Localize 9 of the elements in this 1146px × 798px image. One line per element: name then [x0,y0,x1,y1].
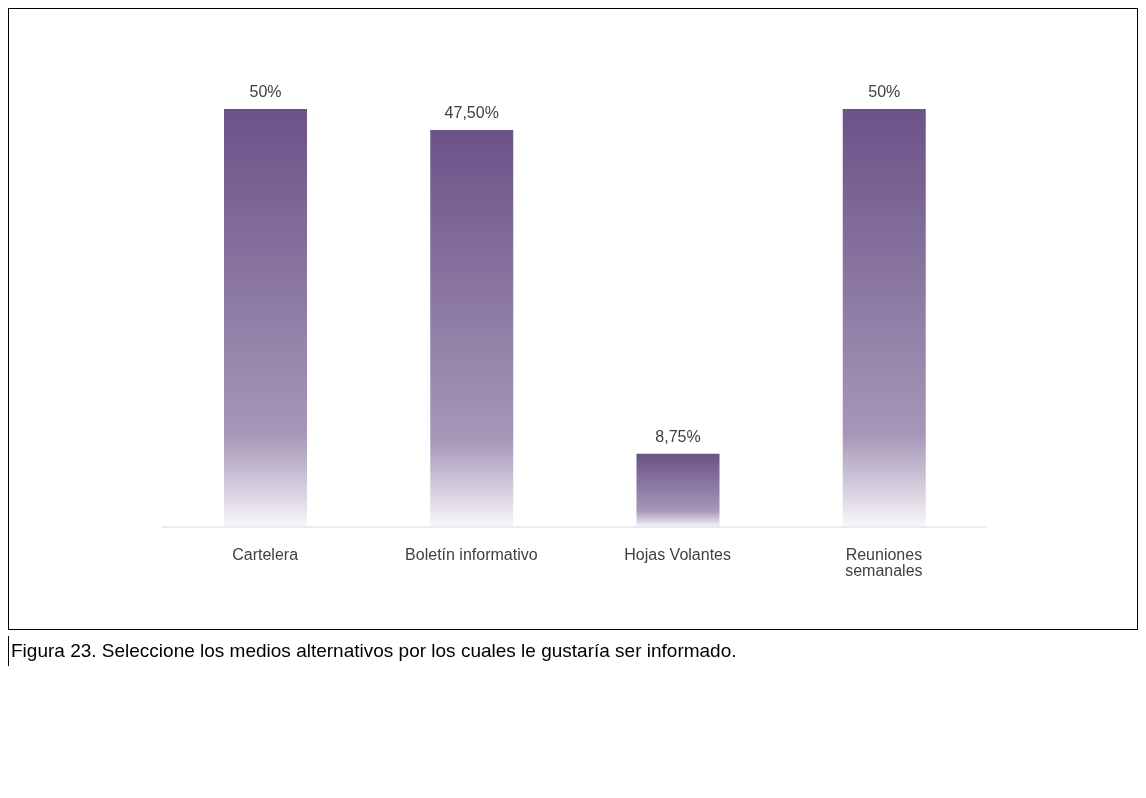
data-label: 50% [249,83,282,100]
data-label: 8,75% [655,427,701,445]
x-tick-label: Hojas Volantes [624,546,731,564]
x-tick-label: Reuniones semanales [845,546,923,580]
data-label: 50% [868,83,901,100]
data-label: 47,50% [444,103,499,121]
text: Figura 23. Seleccione los medios alternativos por los cuales le gustaría ser informado. [8,636,1138,666]
x-tick-label: Boletín informativo [405,546,538,564]
x-tick-label: Cartelera [232,546,299,564]
